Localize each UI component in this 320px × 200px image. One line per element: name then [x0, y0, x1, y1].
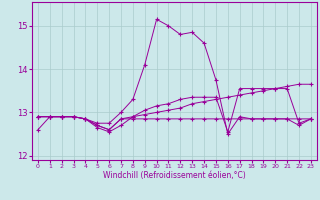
X-axis label: Windchill (Refroidissement éolien,°C): Windchill (Refroidissement éolien,°C) [103, 171, 246, 180]
